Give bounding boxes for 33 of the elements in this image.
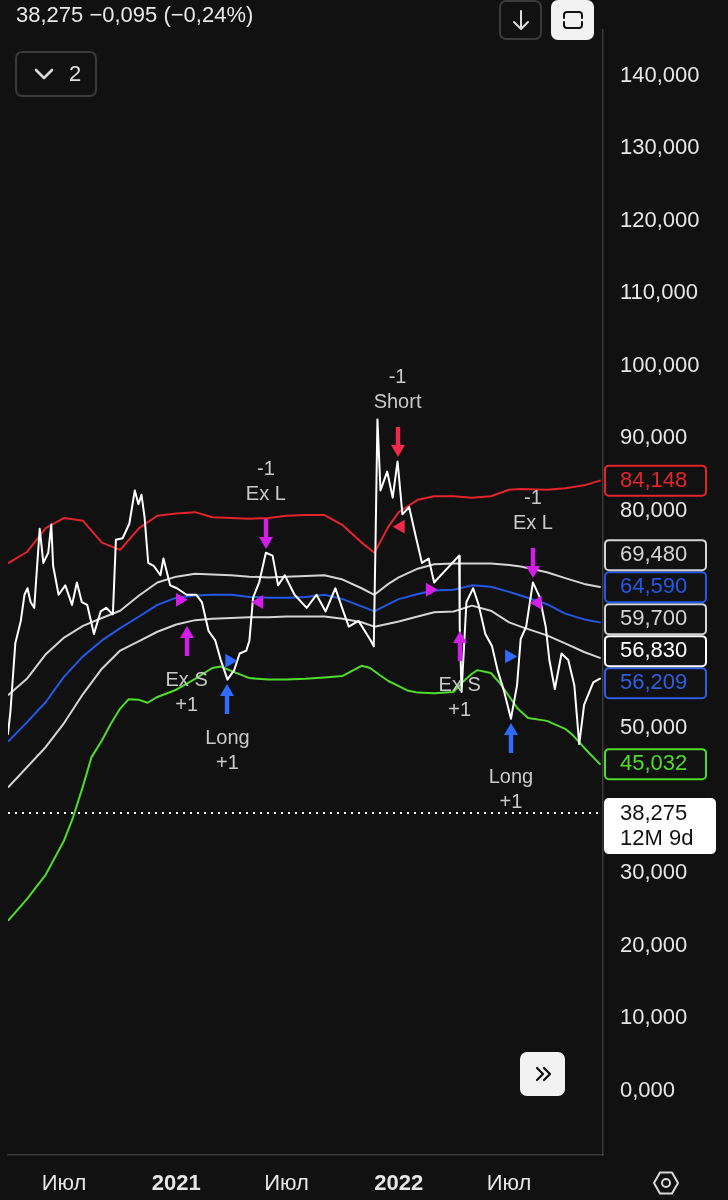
data-label: 69,480 [620, 541, 688, 567]
annotation: Long +1 [205, 725, 250, 773]
annotation: -1 Ex L [512, 486, 553, 534]
data-label: 45,032 [620, 750, 688, 776]
annotation: -1 Ex L [245, 456, 286, 504]
y-tick-label: 20,000 [620, 931, 688, 957]
annotation: Long +1 [488, 764, 534, 812]
annotation: Ex S +1 [165, 668, 208, 716]
y-tick-label: 120,000 [620, 206, 700, 232]
annotation: -1 Short [373, 365, 422, 413]
x-tick-label: 2022 [374, 1170, 424, 1196]
y-tick-label: 0,000 [620, 1076, 676, 1102]
x-tick-label: Июл [264, 1170, 309, 1196]
y-tick-label: 50,000 [620, 714, 688, 740]
data-label: 56,830 [620, 637, 688, 663]
data-label: 64,590 [620, 573, 688, 599]
x-tick-label: Июл [41, 1170, 87, 1196]
ref-line-label: 38,275 12M 9d [620, 800, 694, 851]
y-tick-label: 100,000 [620, 351, 700, 377]
y-tick-label: 80,000 [620, 496, 688, 522]
y-tick-label: 140,000 [620, 61, 700, 87]
x-tick-label: Июл [486, 1170, 532, 1196]
y-tick-label: 30,000 [620, 859, 688, 885]
y-tick-label: 90,000 [620, 424, 688, 450]
data-label: 84,148 [620, 466, 688, 492]
annotation: 2 [69, 61, 82, 86]
y-tick-label: 10,000 [620, 1004, 688, 1030]
chart-title: 38,275 −0,095 (−0,24%) [16, 1, 254, 29]
x-tick-label: 2021 [151, 1170, 201, 1196]
annotation: 56,209 [620, 669, 688, 695]
data-label: 59,700 [620, 605, 688, 631]
y-tick-label: 110,000 [620, 279, 698, 305]
y-tick-label: 130,000 [620, 134, 700, 160]
